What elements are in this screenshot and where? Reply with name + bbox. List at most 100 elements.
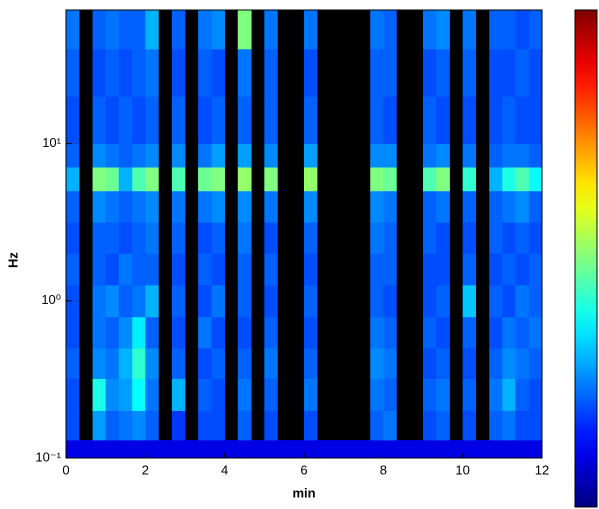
- heat-cell: [370, 440, 384, 459]
- heat-cell: [132, 190, 146, 223]
- heat-cell: [383, 285, 397, 318]
- heat-cell: [304, 348, 318, 379]
- heat-cell: [436, 378, 450, 411]
- heat-cell: [502, 48, 516, 97]
- heat-cell: [462, 96, 477, 144]
- heat-cell: [383, 440, 397, 459]
- heat-cell: [370, 190, 384, 223]
- heat-cell: [66, 48, 80, 97]
- heat-cell: [132, 253, 146, 286]
- heat-cell: [304, 285, 318, 318]
- heat-cell: [198, 410, 212, 441]
- heat-cell: [436, 253, 450, 286]
- heat-cell: [92, 378, 106, 411]
- heat-cell: [409, 440, 424, 459]
- heat-cell: [515, 253, 530, 286]
- heat-cell: [66, 222, 80, 254]
- heat-cell: [515, 222, 530, 254]
- heat-cell: [515, 348, 530, 379]
- heat-cell: [92, 190, 106, 223]
- heat-cell: [489, 190, 503, 223]
- heat-cell: [171, 10, 186, 50]
- heat-cell: [211, 285, 225, 318]
- heat-cell: [211, 190, 225, 223]
- heat-cell: [356, 440, 371, 459]
- heat-cell: [237, 96, 252, 144]
- heat-cell: [92, 348, 106, 379]
- heat-cell: [423, 410, 437, 441]
- heat-cell: [145, 285, 159, 318]
- heat-cell: [370, 167, 384, 192]
- heat-cell: [462, 348, 477, 379]
- heat-cell: [237, 440, 252, 459]
- heat-cell: [528, 96, 543, 144]
- heat-cell: [304, 378, 318, 411]
- heat-cell: [132, 48, 146, 97]
- heat-cell: [528, 316, 543, 349]
- heat-cell: [502, 96, 516, 144]
- heat-cell: [370, 96, 384, 144]
- heat-cell: [462, 48, 477, 97]
- heat-cell: [264, 410, 278, 441]
- heat-cell: [211, 348, 225, 379]
- heat-cell: [330, 440, 344, 459]
- heat-cell: [502, 410, 516, 441]
- heat-cell: [396, 440, 411, 459]
- heat-cell: [66, 316, 80, 349]
- heat-cell: [105, 316, 120, 349]
- heat-cell: [198, 48, 212, 97]
- heat-cell: [502, 440, 516, 459]
- heat-cell: [145, 48, 159, 97]
- heat-cell: [118, 316, 133, 349]
- heat-cell: [66, 167, 80, 192]
- heat-cell: [66, 190, 80, 223]
- heat-cell: [145, 10, 159, 50]
- heat-cell: [145, 316, 159, 349]
- heat-cell: [211, 48, 225, 97]
- heat-cell: [489, 285, 503, 318]
- heat-cell: [462, 253, 477, 286]
- heat-cell: [105, 10, 120, 50]
- heat-cell: [145, 410, 159, 441]
- heat-cell: [118, 410, 133, 441]
- heat-cell: [145, 167, 159, 192]
- heat-cell: [502, 348, 516, 379]
- heat-cell: [92, 48, 106, 97]
- heat-cell: [304, 96, 318, 144]
- heat-cell: [502, 378, 516, 411]
- heat-cell: [171, 378, 186, 411]
- x-tick-label: 8: [380, 462, 387, 477]
- heat-cell: [489, 48, 503, 97]
- heat-cell: [489, 10, 503, 50]
- heat-cell: [528, 410, 543, 441]
- heat-cell: [436, 48, 450, 97]
- heat-cell: [423, 143, 437, 168]
- heat-cell: [145, 348, 159, 379]
- heat-cell: [528, 285, 543, 318]
- heat-cell: [423, 316, 437, 349]
- heat-cell: [489, 253, 503, 286]
- heat-cell: [423, 348, 437, 379]
- heat-cell: [436, 348, 450, 379]
- heat-cell: [66, 143, 80, 168]
- heat-cell: [528, 253, 543, 286]
- heat-cell: [383, 10, 397, 50]
- heat-cell: [515, 285, 530, 318]
- heat-cell: [383, 190, 397, 223]
- heat-cell: [370, 316, 384, 349]
- heat-cell: [118, 96, 133, 144]
- x-axis-label: min: [292, 485, 315, 500]
- heat-cell: [515, 316, 530, 349]
- heat-cell: [92, 167, 106, 192]
- heat-cell: [264, 190, 278, 223]
- heat-cell: [528, 440, 543, 459]
- heat-cell: [462, 10, 477, 50]
- heat-cell: [132, 440, 146, 459]
- heat-cell: [489, 96, 503, 144]
- heat-cell: [171, 48, 186, 97]
- heat-cell: [132, 222, 146, 254]
- heat-cell: [105, 190, 120, 223]
- heat-cell: [118, 143, 133, 168]
- heat-cell: [105, 48, 120, 97]
